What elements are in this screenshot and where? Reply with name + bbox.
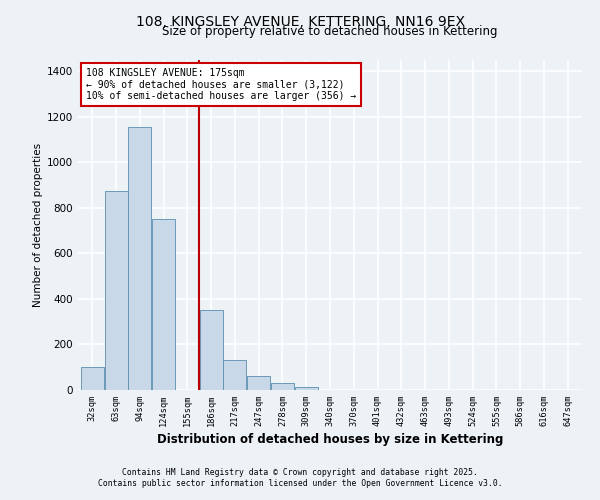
Text: 108, KINGSLEY AVENUE, KETTERING, NN16 9EX: 108, KINGSLEY AVENUE, KETTERING, NN16 9E… xyxy=(136,15,464,29)
Bar xyxy=(295,386,318,390)
Y-axis label: Number of detached properties: Number of detached properties xyxy=(33,143,43,307)
Bar xyxy=(152,220,175,390)
Bar xyxy=(247,376,270,390)
Bar xyxy=(128,127,151,390)
Text: 108 KINGSLEY AVENUE: 175sqm
← 90% of detached houses are smaller (3,122)
10% of : 108 KINGSLEY AVENUE: 175sqm ← 90% of det… xyxy=(86,68,356,102)
Title: Size of property relative to detached houses in Kettering: Size of property relative to detached ho… xyxy=(162,25,498,38)
Bar xyxy=(271,383,294,390)
Bar xyxy=(200,310,223,390)
Text: Contains HM Land Registry data © Crown copyright and database right 2025.
Contai: Contains HM Land Registry data © Crown c… xyxy=(98,468,502,487)
X-axis label: Distribution of detached houses by size in Kettering: Distribution of detached houses by size … xyxy=(157,434,503,446)
Bar xyxy=(104,191,128,390)
Bar xyxy=(223,360,247,390)
Bar xyxy=(81,367,104,390)
